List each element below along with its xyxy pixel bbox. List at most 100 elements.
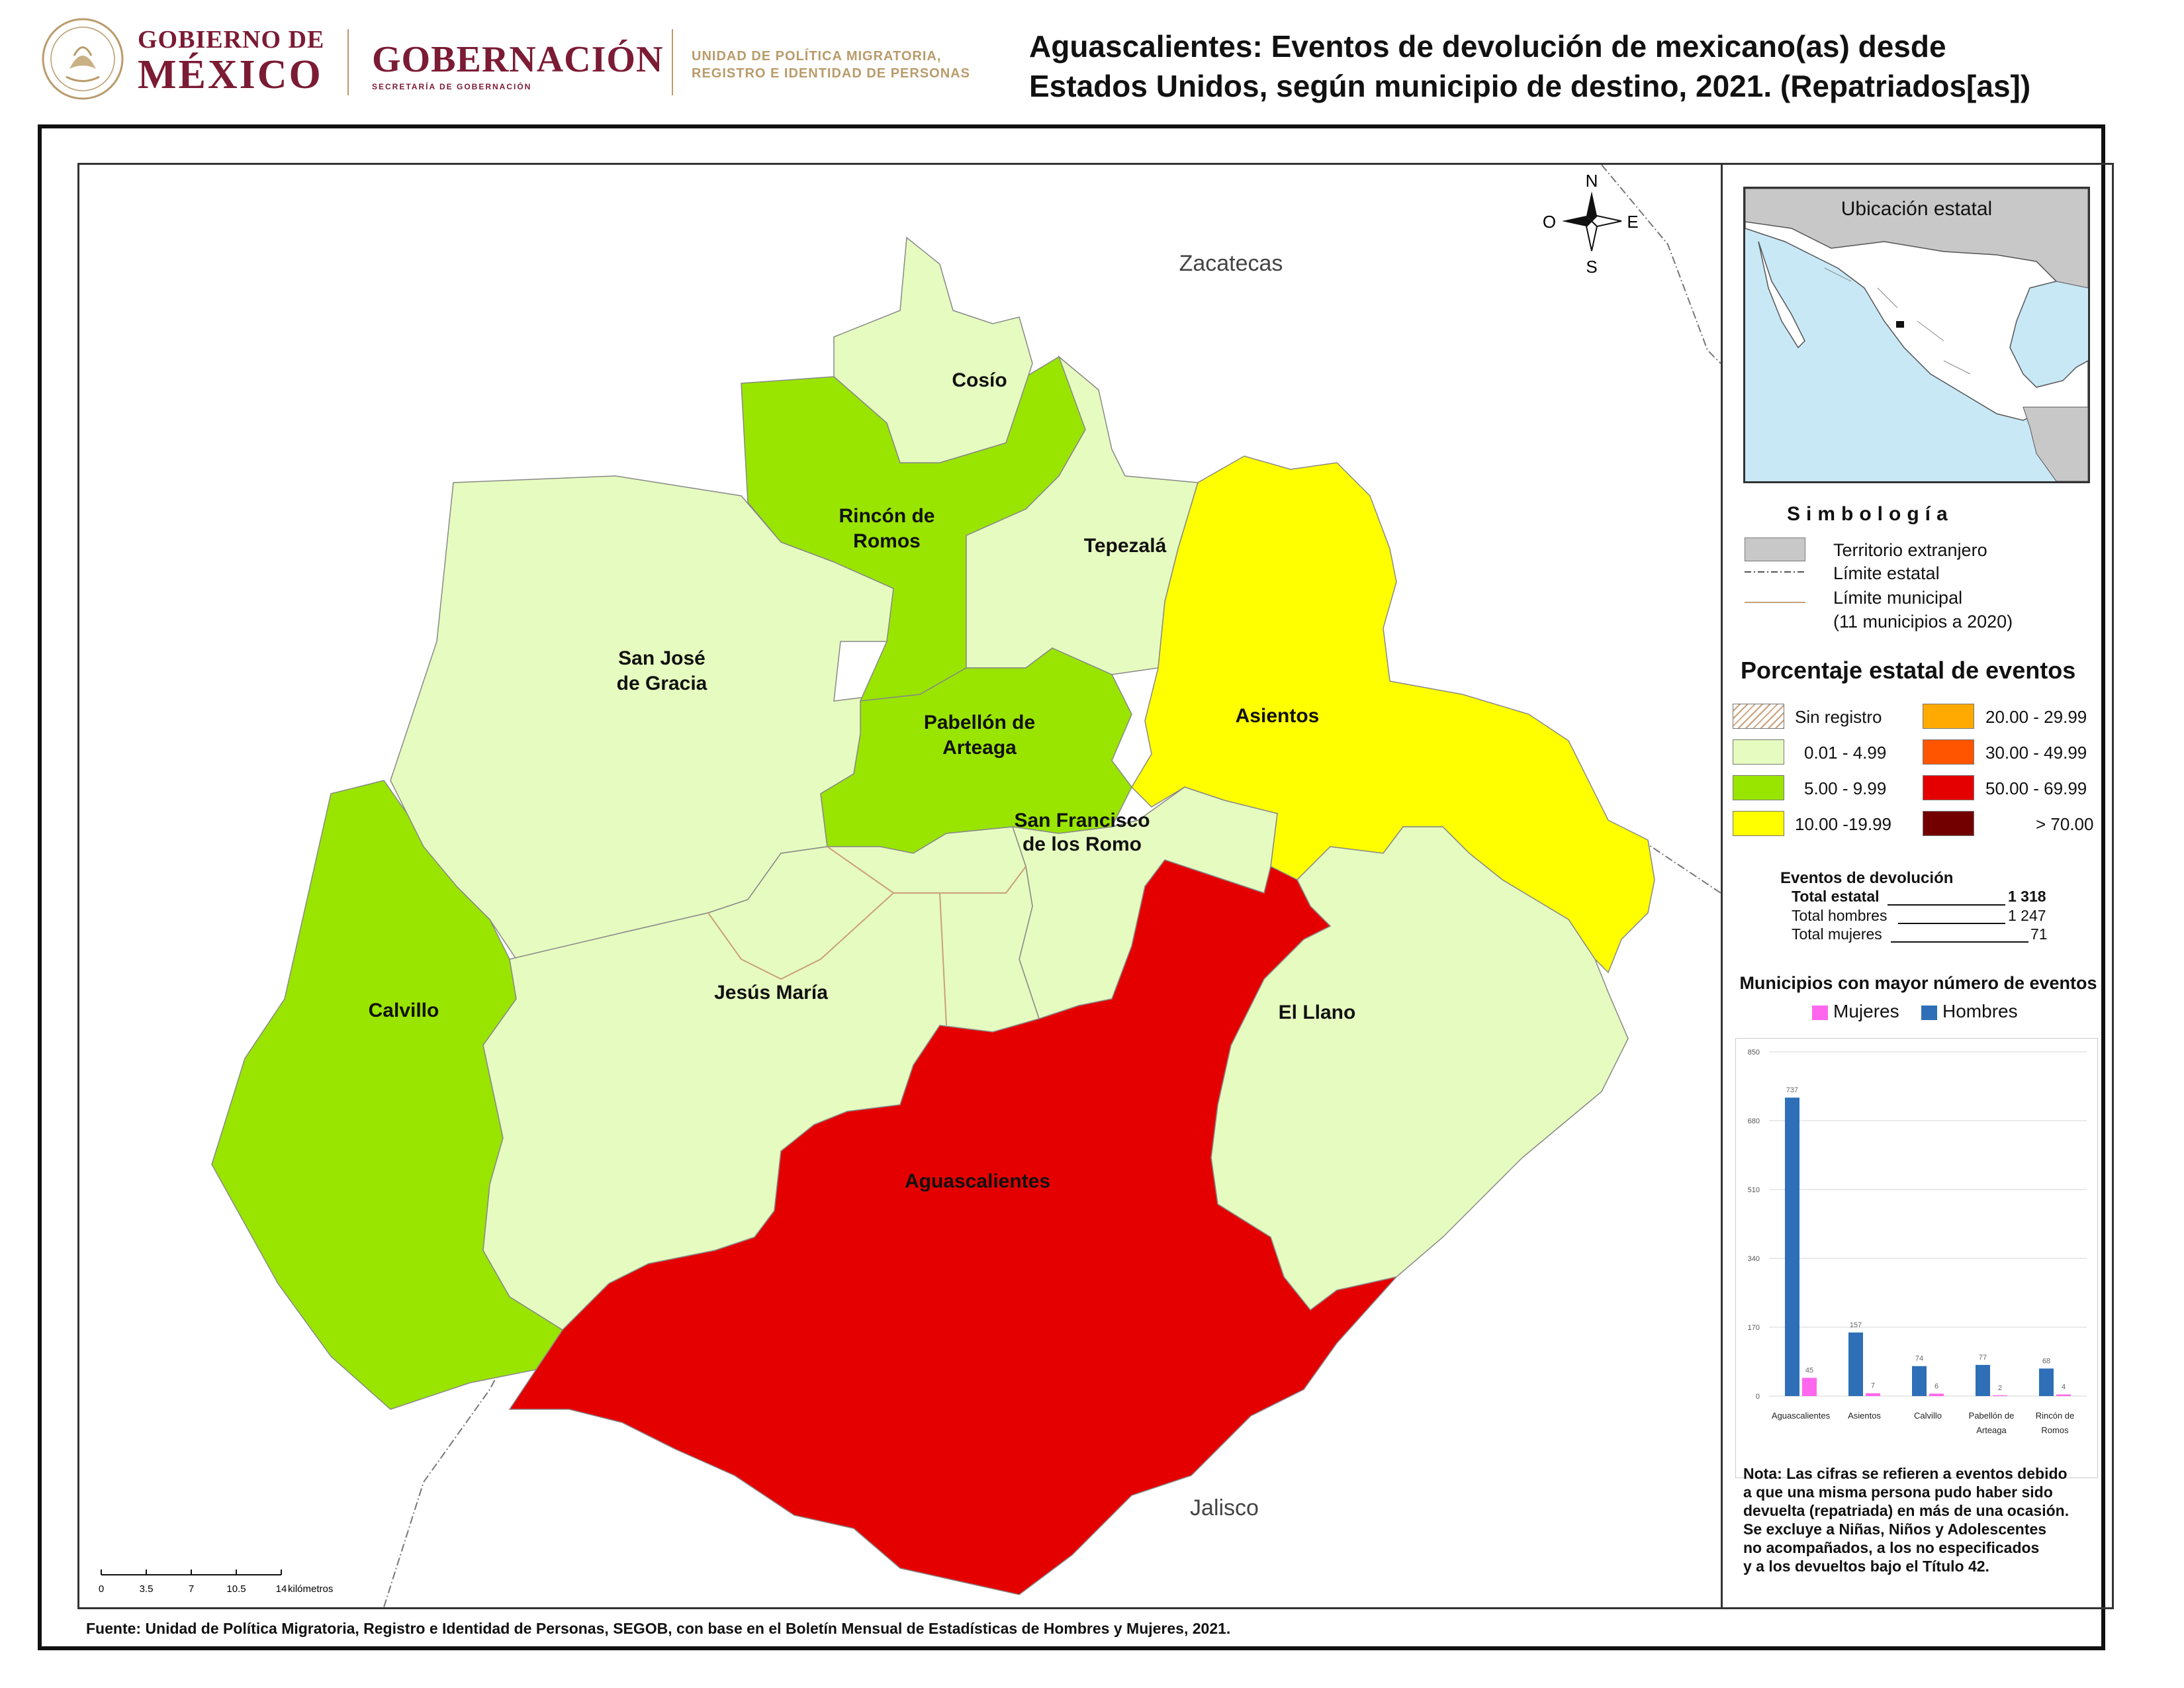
y-tick-label: 340 xyxy=(1748,1255,1760,1263)
swatch-class-7 xyxy=(1923,811,1974,836)
bar-hombres xyxy=(1848,1332,1863,1396)
bar-mujeres xyxy=(2056,1394,2071,1396)
data-label-hombres: 157 xyxy=(1850,1321,1862,1329)
legend-panel xyxy=(1723,163,2114,1609)
swatch-sin-registro xyxy=(1733,704,1784,729)
map-svg: Zacatecas Jalisco Cosío Rincón de Romos … xyxy=(99,164,1721,1608)
swatch-class-4 xyxy=(1923,704,1974,729)
data-label-hombres: 68 xyxy=(2042,1357,2050,1365)
scale-bar: 0 3.5 7 10.5 14 kilómetros xyxy=(99,1570,333,1595)
x-tick-label: Arteaga xyxy=(1976,1425,2007,1435)
chart-legend-hombres: Hombres xyxy=(1921,1001,2018,1022)
state-limit-line xyxy=(383,1289,543,1608)
data-label-hombres: 74 xyxy=(1915,1355,1923,1363)
swatch-class-1 xyxy=(1733,739,1784,765)
compass-w: O xyxy=(1543,212,1556,232)
header-separator xyxy=(672,29,673,95)
class-label: > 70.00 xyxy=(2036,814,2094,834)
x-tick-label: Asientos xyxy=(1848,1411,1881,1421)
note-line: devuelta (repatriada) en más de una ocas… xyxy=(1743,1502,2070,1519)
swatch-municipal-limit xyxy=(1745,602,1805,603)
source-note: Fuente: Unidad de Política Migratoria, R… xyxy=(86,1620,1231,1637)
swatch-class-6 xyxy=(1923,775,1974,800)
total-mujeres-label: Total mujeres xyxy=(1792,925,1882,943)
class-label: 50.00 - 69.99 xyxy=(1985,778,2087,798)
legend-municipal-count: (11 municipios a 2020) xyxy=(1833,612,2013,632)
municipal-limit-line xyxy=(939,892,947,1026)
label-jesus-maria: Jesús María xyxy=(714,982,828,1004)
aguascalientes-location-marker xyxy=(1896,321,1904,328)
legend-label-mujeres: Mujeres xyxy=(1833,1001,1899,1021)
eventos-leader-line xyxy=(1898,923,2005,924)
gob-line2: MÉXICO xyxy=(138,52,323,97)
simbologia-title: Simbología xyxy=(1787,503,1954,525)
data-label-mujeres: 6 xyxy=(1934,1382,1938,1390)
bar-chart: 0 170 340 510 680 850 737 45 Aguascalientes 157 7 A… xyxy=(1735,1038,2098,1478)
label-san-jose-de-gracia-1: San José xyxy=(618,647,705,669)
data-label-mujeres: 7 xyxy=(1871,1382,1875,1390)
label-cosio: Cosío xyxy=(952,369,1007,391)
municipality-aguascalientes[interactable] xyxy=(508,859,1398,1595)
gobernacion-logo: GOBERNACIÓN SECRETARÍA DE GOBERNACIÓN xyxy=(372,38,663,91)
label-san-francisco-1: San Francisco xyxy=(1014,810,1150,831)
bar-chart-svg: 0 170 340 510 680 850 737 45 Aguascalientes 157 7 A… xyxy=(1748,1049,2087,1435)
gobernacion-text: GOBERNACIÓN xyxy=(372,39,664,80)
swatch-class-3 xyxy=(1733,811,1784,836)
x-tick-label: Rincón de xyxy=(2036,1411,2075,1421)
label-asientos: Asientos xyxy=(1236,705,1320,727)
x-tick-label: Pabellón de xyxy=(1969,1411,2015,1421)
data-label-mujeres: 45 xyxy=(1805,1366,1813,1374)
bar-mujeres xyxy=(1866,1393,1880,1396)
data-label-hombres: 77 xyxy=(1979,1354,1987,1362)
upm-line2: REGISTRO E IDENTIDAD DE PERSONAS xyxy=(692,66,970,81)
y-tick-label: 510 xyxy=(1748,1186,1760,1194)
mexico-inset-svg xyxy=(1745,189,2088,481)
compass-n: N xyxy=(1586,171,1598,191)
legend-swatch-mujeres xyxy=(1812,1005,1828,1020)
map-panel: Zacatecas Jalisco Cosío Rincón de Romos … xyxy=(77,163,1723,1609)
scale-tick: 14 xyxy=(276,1583,287,1595)
label-el-llano: El Llano xyxy=(1279,1002,1356,1023)
bar-mujeres xyxy=(1802,1378,1817,1396)
bar-mujeres xyxy=(1929,1393,1944,1396)
swatch-state-limit xyxy=(1745,571,1805,573)
total-estatal-label: Total estatal xyxy=(1792,888,1880,905)
legend-label-hombres: Hombres xyxy=(1942,1001,2018,1021)
label-calvillo: Calvillo xyxy=(369,1000,439,1021)
label-san-jose-de-gracia-2: de Gracia xyxy=(617,673,707,694)
note-block: Nota: Las cifras se refieren a eventos d… xyxy=(1743,1464,2087,1575)
class-label: 0.01 - 4.99 xyxy=(1804,743,1887,763)
eventos-leader-line xyxy=(1888,904,2005,906)
scale-tick: 10.5 xyxy=(226,1583,246,1595)
inset-map: Ubicación estatal xyxy=(1743,187,2090,483)
label-rincon-de-romos-2: Romos xyxy=(853,530,921,552)
note-line: a que una misma persona pudo haber sido xyxy=(1743,1483,2053,1501)
municipal-limit-line xyxy=(827,846,1026,894)
outer-frame xyxy=(38,124,2105,1650)
swatch-class-5 xyxy=(1923,739,1974,765)
header: GOBIERNO DE MÉXICO GOBERNACIÓN SECRETARÍ… xyxy=(0,0,2184,119)
y-tick-label: 170 xyxy=(1748,1324,1760,1332)
class-label: 30.00 - 49.99 xyxy=(1985,743,2087,763)
gobierno-de-mexico-logo: GOBIERNO DE MÉXICO xyxy=(40,13,331,100)
label-tepezala: Tepezalá xyxy=(1084,535,1167,557)
note-line: Nota: Las cifras se refieren a eventos d… xyxy=(1743,1465,2068,1482)
total-hombres-value: 1 247 xyxy=(2008,907,2046,924)
data-label-hombres: 737 xyxy=(1786,1086,1798,1094)
scale-tick: 7 xyxy=(189,1583,194,1595)
class-label: 10.00 -19.99 xyxy=(1795,814,1892,834)
state-label-north: Zacatecas xyxy=(1179,251,1283,276)
header-separator xyxy=(347,29,349,95)
y-tick-label: 680 xyxy=(1748,1117,1760,1125)
scale-unit: kilómetros xyxy=(288,1583,333,1595)
municipality-cosio[interactable] xyxy=(833,236,1033,463)
eventos-leader-line xyxy=(1891,941,2028,943)
note-line: y a los devueltos bajo el Título 42. xyxy=(1743,1558,1989,1575)
upm-logo: UNIDAD DE POLÍTICA MIGRATORIA, REGISTRO … xyxy=(692,48,970,82)
legend-foreign-territory: Territorio extranjero xyxy=(1833,540,1987,560)
legend-swatch-hombres xyxy=(1921,1005,1937,1020)
upm-line1: UNIDAD DE POLÍTICA MIGRATORIA, xyxy=(692,49,942,64)
percentage-title: Porcentaje estatal de eventos xyxy=(1741,657,2076,684)
legend-state-limit: Límite estatal xyxy=(1833,563,1940,583)
municipal-limit-line xyxy=(707,892,894,980)
